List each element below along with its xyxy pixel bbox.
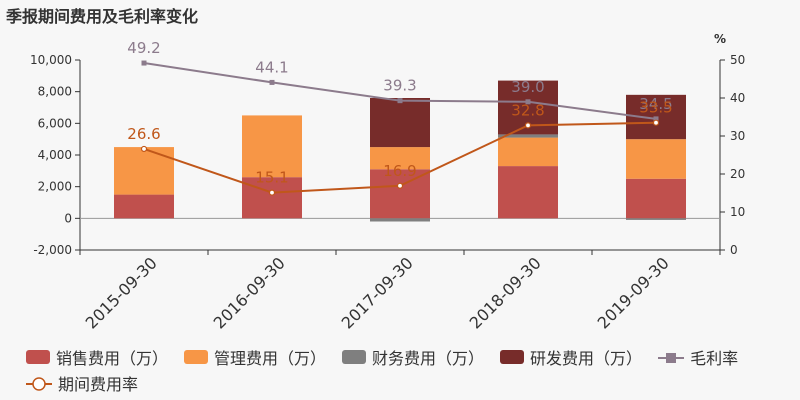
y-left-tick-label: -2,000	[33, 243, 72, 257]
legend-item-period[interactable]: 期间费用率	[26, 371, 138, 395]
x-tick-label: 2019-09-30	[594, 253, 673, 332]
bar-admin	[114, 147, 174, 195]
legend-label-admin: 管理费用（万）	[214, 349, 327, 368]
y-left-tick-label: 6,000	[38, 116, 72, 130]
legend-swatch-rd	[500, 350, 525, 364]
y-right-tick-label: 30	[730, 129, 745, 143]
bar-admin	[242, 115, 302, 178]
legend-label-sales: 销售费用（万）	[56, 349, 169, 368]
legend-item-gross[interactable]: 毛利率	[658, 345, 738, 369]
gross-margin-label: 34.5	[639, 95, 672, 113]
y-left-tick-label: 0	[64, 211, 72, 225]
legend-marker-period	[26, 376, 52, 391]
bar-admin	[626, 139, 686, 179]
gross-margin-point	[141, 60, 147, 66]
gross-margin-label: 44.1	[255, 58, 288, 76]
y-right-tick-label: 40	[730, 91, 745, 105]
period-expense-rate-point	[140, 145, 148, 153]
chart-canvas: -2,000 0 2,000 4,000 6,000 8,000 10,000 0 10 20 30…	[30, 32, 745, 333]
legend-swatch-admin	[184, 350, 209, 364]
gross-margin-label: 39.0	[511, 78, 544, 96]
x-tick-label: 2018-09-30	[466, 253, 545, 332]
gross-margin-point	[269, 79, 275, 85]
period-expense-rate-label: 15.1	[255, 169, 288, 187]
chart-title: 季报期间费用及毛利率变化	[6, 7, 199, 26]
bar-finance	[370, 218, 430, 222]
x-tick-label: 2017-09-30	[338, 253, 417, 332]
legend-swatch-sales	[26, 350, 50, 364]
y-left-tick-label: 2,000	[38, 180, 72, 194]
legend-marker-gross	[658, 350, 685, 364]
bar-sales	[626, 178, 686, 219]
bar-sales	[498, 166, 558, 219]
period-expense-rate-label: 32.8	[511, 101, 544, 119]
y-left-tick-label: 8,000	[38, 85, 72, 99]
period-expense-rate-label: 26.6	[127, 125, 160, 143]
gross-margin-label: 49.2	[127, 39, 160, 57]
x-tick-label: 2015-09-30	[82, 253, 161, 332]
y-right-tick-label: 10	[730, 205, 745, 219]
legend-label-gross: 毛利率	[690, 349, 739, 368]
period-expense-rate-point	[524, 122, 532, 129]
gross-margin-point	[653, 116, 659, 122]
bar-sales	[242, 177, 302, 219]
period-expense-rate-point	[268, 189, 276, 196]
legend-item-finance[interactable]: 财务费用（万）	[342, 345, 484, 369]
period-expense-rate-point	[652, 119, 660, 126]
bar-admin	[498, 137, 558, 167]
y-left-tick-label: 4,000	[38, 148, 72, 162]
y-right-tick-label: 50	[730, 53, 745, 67]
bar-finance	[626, 218, 686, 220]
period-expense-rate-label: 16.9	[383, 162, 416, 180]
legend-label-finance: 财务费用（万）	[372, 349, 485, 368]
y-right-tick-label: 20	[730, 167, 745, 181]
y-left-tick-label: 10,000	[30, 53, 72, 67]
gross-margin-point	[525, 99, 531, 105]
bar-sales	[114, 194, 174, 219]
legend-item-rd[interactable]: 研发费用（万）	[500, 345, 642, 369]
legend-item-admin[interactable]: 管理费用（万）	[184, 345, 326, 369]
period-expense-rate-label: 33.5	[639, 99, 672, 117]
y-right-unit: %	[714, 32, 726, 46]
bar-admin	[370, 147, 430, 170]
bar-rd	[370, 98, 430, 148]
y-right-tick-label: 0	[730, 243, 738, 257]
legend-swatch-finance	[342, 350, 367, 364]
legend: 销售费用（万） 管理费用（万） 财务费用（万） 研发费用（万） 毛利率 期间费用…	[26, 344, 796, 396]
gross-margin-label: 39.3	[383, 77, 416, 95]
legend-label-rd: 研发费用（万）	[530, 349, 643, 368]
gross-margin-point	[397, 98, 403, 104]
period-expense-rate-point	[396, 182, 404, 189]
bar-finance	[498, 134, 558, 138]
legend-label-period: 期间费用率	[58, 375, 139, 394]
legend-item-sales[interactable]: 销售费用（万）	[26, 345, 168, 369]
x-tick-label: 2016-09-30	[210, 253, 289, 332]
